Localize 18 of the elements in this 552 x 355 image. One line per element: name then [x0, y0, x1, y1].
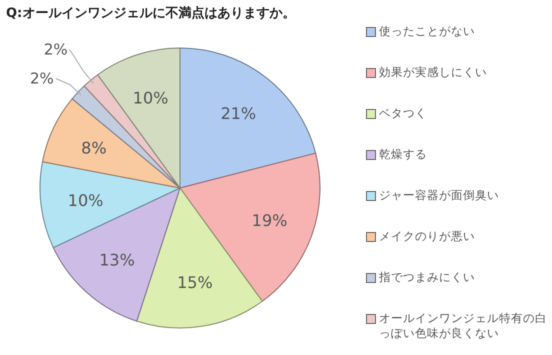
- data-label: 21%: [220, 104, 256, 123]
- data-label: 10%: [68, 190, 104, 210]
- legend-label: ジャー容器が面倒臭い: [379, 188, 499, 203]
- legend-label: 使ったことがない: [379, 24, 475, 39]
- legend-label: メイクのりが悪い: [379, 229, 475, 244]
- data-label: 13%: [99, 250, 135, 270]
- data-label: 2%: [44, 40, 68, 58]
- legend-label: 乾燥する: [379, 147, 427, 162]
- legend-label: 指でつまみにくい: [379, 270, 475, 285]
- data-label: 10%: [132, 88, 168, 108]
- legend-label: 効果が実感しにくい: [379, 65, 487, 80]
- data-label: 15%: [177, 273, 213, 292]
- legend-label: オールインワンジェル特有の白っぽい色味が良くない: [379, 311, 548, 341]
- data-label: 8%: [81, 138, 107, 158]
- data-label: 19%: [252, 211, 288, 230]
- legend-label: ベタつく: [379, 106, 427, 121]
- chart-title: Q:オールインワンジェルに不満点はありますか。: [6, 5, 296, 22]
- data-label: 2%: [30, 69, 54, 88]
